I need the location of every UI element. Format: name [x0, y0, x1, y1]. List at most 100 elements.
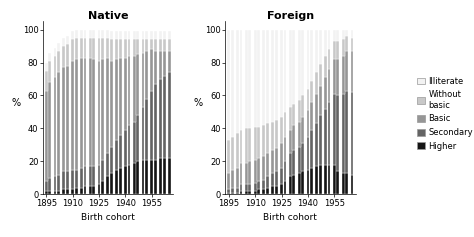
- Bar: [133, 31, 136, 39]
- Bar: [298, 146, 301, 173]
- Bar: [54, 56, 56, 77]
- Bar: [307, 110, 310, 137]
- Bar: [128, 56, 130, 125]
- Bar: [315, 94, 318, 123]
- Bar: [137, 54, 139, 115]
- Bar: [275, 30, 278, 120]
- Bar: [248, 128, 251, 161]
- Bar: [345, 30, 348, 36]
- Bar: [63, 171, 65, 189]
- Bar: [345, 51, 348, 91]
- Bar: [83, 166, 86, 186]
- Bar: [328, 102, 330, 165]
- Bar: [298, 122, 301, 146]
- Bar: [236, 188, 239, 193]
- Bar: [324, 109, 327, 165]
- Bar: [163, 76, 165, 158]
- Bar: [54, 191, 56, 194]
- Bar: [128, 125, 130, 165]
- Bar: [289, 176, 292, 194]
- Bar: [319, 64, 322, 86]
- Bar: [133, 163, 136, 194]
- Bar: [154, 84, 157, 160]
- Bar: [159, 39, 162, 51]
- Bar: [333, 30, 336, 41]
- Bar: [168, 51, 171, 73]
- Bar: [227, 173, 230, 189]
- Bar: [263, 125, 265, 156]
- Bar: [289, 107, 292, 130]
- Bar: [124, 58, 127, 130]
- Bar: [342, 173, 345, 194]
- Bar: [168, 73, 171, 158]
- Bar: [351, 38, 354, 51]
- Bar: [98, 61, 100, 165]
- Bar: [345, 36, 348, 51]
- Bar: [351, 30, 354, 38]
- Bar: [351, 175, 354, 194]
- Bar: [333, 94, 336, 165]
- Bar: [124, 31, 127, 39]
- Bar: [101, 181, 104, 194]
- Bar: [254, 30, 256, 127]
- Bar: [159, 158, 162, 194]
- Bar: [283, 137, 286, 161]
- Bar: [227, 189, 230, 193]
- Bar: [280, 168, 283, 184]
- Bar: [154, 51, 157, 84]
- Bar: [142, 39, 145, 53]
- Bar: [275, 186, 278, 194]
- Bar: [231, 30, 234, 137]
- Bar: [351, 51, 354, 92]
- Bar: [231, 170, 234, 188]
- Bar: [271, 186, 274, 194]
- Bar: [301, 96, 304, 117]
- Bar: [275, 171, 278, 186]
- Bar: [298, 30, 301, 100]
- Bar: [248, 184, 251, 191]
- Bar: [319, 115, 322, 165]
- Bar: [163, 51, 165, 76]
- Bar: [83, 30, 86, 38]
- Bar: [231, 188, 234, 193]
- Bar: [337, 41, 339, 59]
- Bar: [271, 122, 274, 150]
- Bar: [289, 153, 292, 176]
- Bar: [239, 163, 242, 184]
- Bar: [45, 181, 47, 191]
- Bar: [236, 168, 239, 188]
- Bar: [257, 127, 260, 158]
- Bar: [89, 186, 91, 194]
- Bar: [163, 39, 165, 51]
- Bar: [63, 46, 65, 68]
- Bar: [54, 176, 56, 191]
- Bar: [92, 30, 95, 38]
- Bar: [142, 53, 145, 107]
- Bar: [80, 38, 83, 58]
- Bar: [257, 158, 260, 181]
- Bar: [89, 38, 91, 58]
- Bar: [298, 100, 301, 122]
- Bar: [119, 135, 121, 168]
- Bar: [248, 30, 251, 128]
- Bar: [342, 94, 345, 173]
- Bar: [239, 184, 242, 191]
- Bar: [301, 171, 304, 194]
- Bar: [145, 160, 148, 194]
- Bar: [254, 127, 256, 160]
- Bar: [289, 30, 292, 107]
- Bar: [145, 39, 148, 51]
- Bar: [57, 73, 60, 175]
- Bar: [98, 38, 100, 61]
- Bar: [231, 137, 234, 170]
- Bar: [301, 30, 304, 96]
- Bar: [89, 166, 91, 186]
- Bar: [137, 31, 139, 39]
- Bar: [133, 122, 136, 163]
- Bar: [163, 158, 165, 194]
- Bar: [337, 96, 339, 171]
- Y-axis label: %: %: [194, 98, 203, 108]
- Bar: [168, 39, 171, 51]
- Bar: [236, 193, 239, 194]
- Bar: [45, 91, 47, 181]
